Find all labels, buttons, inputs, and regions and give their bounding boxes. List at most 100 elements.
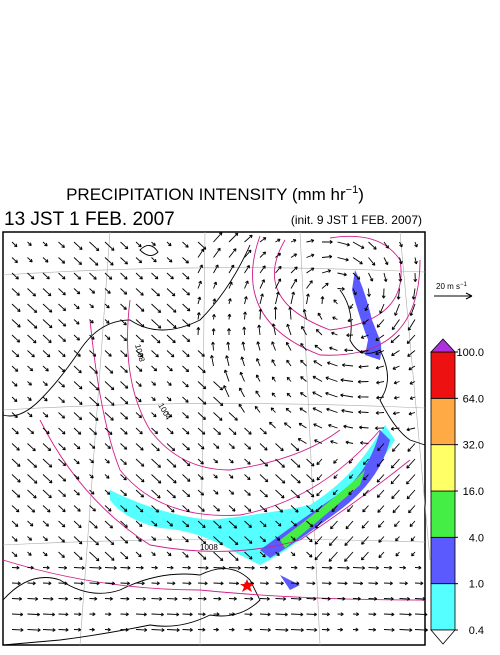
wind-arrow [213,627,219,632]
wind-arrow [89,627,95,632]
wind-arrow [358,364,369,369]
wind-arrow [244,505,252,512]
wind-arrow [228,627,235,632]
wind-arrow [228,281,233,289]
wind-arrow [330,520,338,530]
wind-arrow [151,565,158,570]
wind-arrow [225,355,230,367]
wind-arrow [120,288,128,295]
wind-arrow [197,396,207,405]
wind-arrow [166,474,177,484]
wind-arrow [73,381,83,390]
wind-arrow [337,272,347,277]
wind-arrow [120,443,128,450]
wind-arrow [212,313,216,320]
wind-arrow [213,412,223,421]
wind-arrow [259,458,269,467]
init-time: (init. 9 JST 1 FEB. 2007) [291,213,422,227]
wind-arrow [228,612,236,617]
wind-arrow [306,536,313,543]
wind-arrow [381,288,386,299]
wind-arrow [341,408,354,413]
precip-heavy [280,470,365,548]
wind-arrow [182,612,193,617]
wind-arrow [27,551,32,556]
wind-arrow [329,346,338,351]
wind-arrow [259,627,271,632]
colorbar-segment [430,351,456,399]
wind-arrow [275,581,284,586]
wind-arrow [151,412,157,418]
isobar-label: 1008 [200,543,218,552]
wind-arrow [182,257,189,264]
wind-arrow [89,381,100,391]
wind-arrow [197,296,202,305]
wind-arrow [89,489,95,495]
wind-arrow [346,333,354,338]
wind-arrow [244,280,249,289]
wind-arrow [120,458,127,465]
wind-arrow [182,565,191,570]
wind-scale-head [465,292,473,300]
wind-arrow [120,350,128,357]
wind-arrow [197,505,205,512]
wind-arrow [259,443,268,451]
wind-arrow [368,612,377,617]
wind-arrow [166,319,177,329]
wind-arrow [196,326,201,336]
wind-arrow [42,520,50,527]
wind-arrow [166,458,177,468]
wind-arrow [239,387,245,398]
wind-arrow [166,241,172,247]
wind-arrow [362,319,369,325]
wind-arrow [368,581,379,586]
wind-arrow [352,241,365,249]
wind-arrow [360,551,369,561]
wind-arrow [321,269,332,274]
wind-arrow [89,272,97,280]
wind-arrow [244,249,252,258]
coast-east [339,289,426,446]
wind-arrow [290,581,300,586]
wind-arrow [197,264,203,274]
wind-arrow [390,474,400,485]
wind-arrow [27,596,39,601]
wind-arrow [275,505,284,513]
title-text: PRECIPITATION INTENSITY (mm hr [66,185,346,204]
wind-arrow [104,334,111,341]
wind-arrow [182,536,189,543]
wind-arrow [414,581,424,586]
wind-arrow [197,520,206,529]
wind-arrow [11,612,24,617]
wind-arrow [182,334,191,343]
wind-arrow [213,458,219,464]
wind-arrow [135,581,145,586]
wind-arrow [290,239,297,243]
wind-arrow [58,474,67,482]
wind-arrow [42,458,53,468]
location-star [240,579,254,592]
wind-arrow [306,474,315,483]
wind-arrow [275,252,282,258]
wind-arrow [390,426,400,431]
wind-arrow [301,325,307,336]
colorbar-segment [430,583,456,631]
wind-arrow [244,489,251,496]
wind-arrow [271,376,276,382]
wind-arrow [340,393,354,398]
wind-arrow [58,303,67,312]
isobar [2,559,426,601]
wind-arrow [73,350,81,357]
wind-arrow [27,272,35,280]
wind-scale-text: 20 m s [436,282,460,291]
wind-arrow [259,474,269,483]
wind-arrow [27,334,37,344]
wind-arrow [213,520,222,529]
wind-arrow [408,505,416,514]
wind-arrow [379,303,385,314]
wind-arrow [166,443,176,452]
wind-arrow [196,312,201,320]
wind-arrow [213,489,219,495]
lat-lon-grid [2,231,431,646]
